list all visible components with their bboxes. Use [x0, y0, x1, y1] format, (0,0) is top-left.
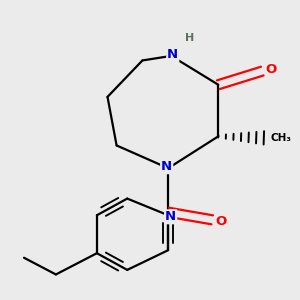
Text: H: H: [185, 33, 194, 43]
Text: CH₃: CH₃: [271, 133, 292, 143]
Text: O: O: [216, 215, 227, 228]
Text: N: N: [161, 160, 172, 173]
Text: N: N: [165, 210, 176, 223]
Text: N: N: [167, 49, 178, 62]
Text: O: O: [266, 63, 277, 76]
